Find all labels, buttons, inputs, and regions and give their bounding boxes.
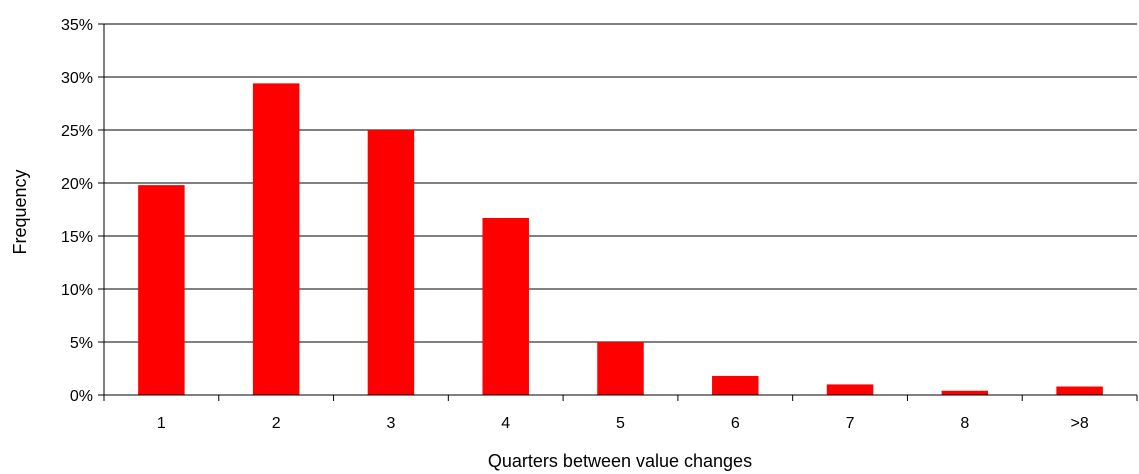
x-tick-label: 4 <box>501 415 510 432</box>
bar <box>1056 386 1103 395</box>
bar <box>597 342 644 395</box>
x-tick-label: 5 <box>616 415 625 432</box>
x-tick-label: 3 <box>386 415 395 432</box>
x-tick-label: 6 <box>731 415 740 432</box>
bar <box>941 390 989 395</box>
bar <box>826 384 874 395</box>
x-tick-label: >8 <box>1070 415 1088 432</box>
bar <box>482 217 529 395</box>
y-tick-label: 15% <box>61 229 93 246</box>
x-tick-label: 2 <box>272 415 281 432</box>
axes <box>98 23 1138 401</box>
y-tick-label: 20% <box>61 176 93 193</box>
x-axis-title: Quarters between value changes <box>488 451 752 471</box>
x-tick-label: 1 <box>157 415 166 432</box>
y-axis-title: Frequency <box>10 169 30 254</box>
y-tick-label: 10% <box>61 282 93 299</box>
y-tick-label: 0% <box>70 388 93 405</box>
y-tick-labels: 0% 5% 10% 15% 20% 25% 30% 35% <box>61 17 93 405</box>
bar <box>712 375 759 395</box>
bar <box>252 83 300 396</box>
y-tick-label: 35% <box>61 17 93 34</box>
bar <box>367 130 415 395</box>
y-tick-label: 25% <box>61 123 93 140</box>
bars <box>138 83 1103 396</box>
x-tick-label: 7 <box>846 415 855 432</box>
bar <box>138 185 185 395</box>
y-tick-label: 5% <box>70 335 93 352</box>
y-tick-label: 30% <box>61 70 93 87</box>
x-tick-label: 8 <box>960 415 969 432</box>
x-tick-labels: 1 2 3 4 5 6 7 8 >8 <box>157 415 1089 432</box>
